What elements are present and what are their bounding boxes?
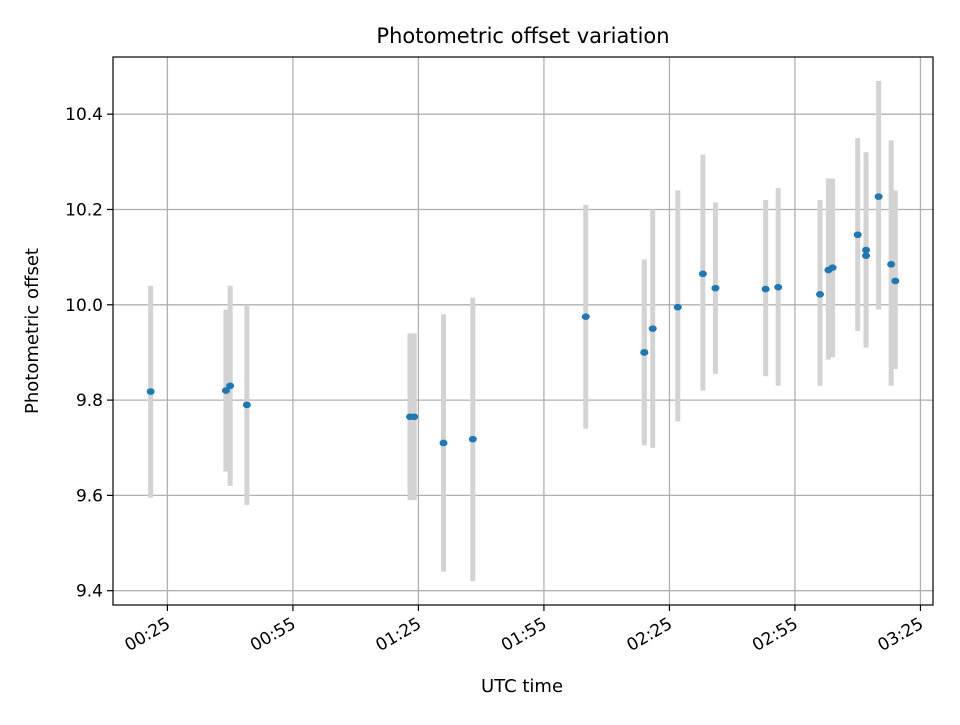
y-tick-label: 9.4 [76, 582, 103, 602]
data-point [853, 231, 862, 239]
y-axis-label: Photometric offset [22, 248, 43, 414]
data-point [468, 435, 477, 443]
data-point [862, 252, 871, 260]
data-point [828, 264, 837, 271]
y-tick-label: 10.2 [65, 200, 103, 220]
y-tick-label: 10.0 [65, 296, 103, 316]
data-point [410, 413, 419, 421]
data-point [816, 291, 825, 298]
data-point [887, 260, 896, 268]
data-point [242, 401, 251, 409]
grid [113, 57, 933, 605]
x-axis-label: UTC time [481, 676, 563, 697]
data-point [698, 270, 707, 278]
data-points [146, 193, 900, 447]
data-point [648, 325, 657, 332]
data-point [673, 303, 682, 311]
data-point [581, 313, 590, 321]
data-point [761, 285, 770, 293]
data-point [146, 388, 155, 395]
y-tick-label: 9.6 [76, 486, 103, 506]
chart-title: Photometric offset variation [376, 24, 669, 48]
y-axis-ticks: 9.4 9.6 9.8 10.0 10.2 10.4 [65, 105, 113, 602]
data-point [874, 193, 883, 200]
data-point [221, 387, 230, 394]
data-point [226, 382, 235, 390]
y-tick-label: 9.8 [76, 391, 103, 411]
data-point [711, 284, 720, 292]
data-point [891, 277, 900, 285]
y-tick-label: 10.4 [65, 105, 103, 125]
data-point [774, 283, 783, 291]
data-point [439, 439, 448, 447]
data-point [640, 349, 649, 356]
plot-frame [112, 56, 934, 606]
data-point [862, 246, 871, 254]
